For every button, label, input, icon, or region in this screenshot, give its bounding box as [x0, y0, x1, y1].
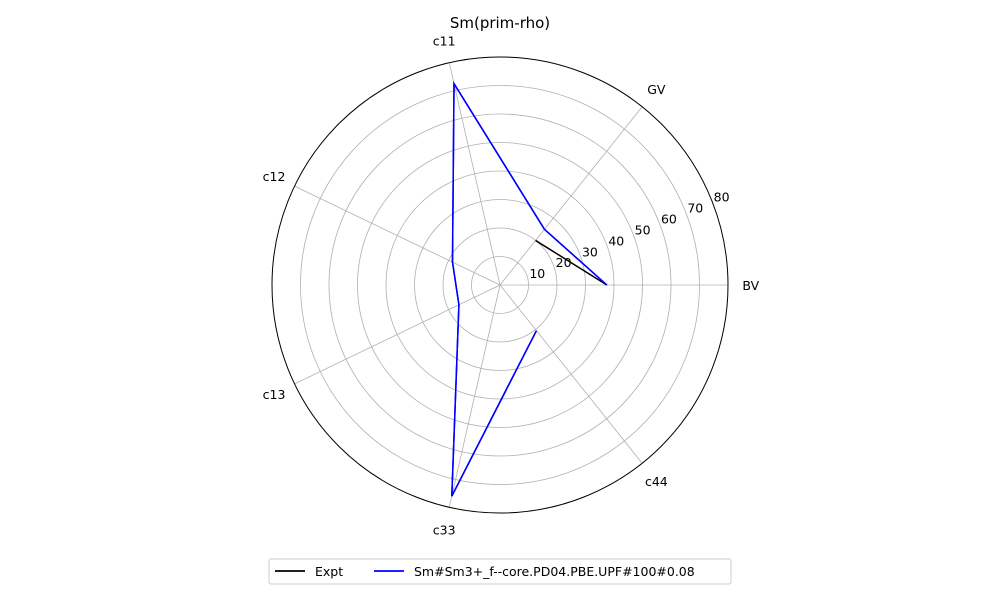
axis-label-c44: c44 — [645, 474, 668, 489]
spoke-c12 — [294, 185, 501, 286]
series-line-model — [451, 80, 608, 497]
tick-layer: 10 20 30 40 50 60 70 80 — [529, 190, 729, 281]
r-tick-10: 10 — [529, 266, 545, 281]
legend-label-1: Sm#Sm3+_f--core.PD04.PBE.UPF#100#0.08 — [414, 564, 695, 579]
spoke-c44 — [499, 284, 643, 464]
chart-title: Sm(prim-rho) — [450, 14, 550, 32]
r-tick-70: 70 — [687, 201, 703, 216]
spoke-c33 — [448, 284, 501, 508]
r-tick-80: 80 — [714, 190, 730, 205]
series-line-expt — [535, 239, 608, 286]
legend-label-0: Expt — [315, 564, 343, 579]
axis-label-c33: c33 — [433, 523, 456, 538]
spoke-c13 — [294, 284, 501, 385]
grid-layer — [271, 56, 729, 514]
r-tick-50: 50 — [635, 222, 651, 237]
spoke-c11 — [448, 62, 501, 286]
legend: Expt Sm#Sm3+_f--core.PD04.PBE.UPF#100#0.0… — [268, 558, 732, 585]
r-tick-20: 20 — [556, 255, 572, 270]
axis-label-BV: BV — [742, 278, 759, 293]
axis-label-c13: c13 — [263, 387, 286, 402]
r-tick-40: 40 — [608, 233, 624, 248]
r-tick-60: 60 — [661, 212, 677, 227]
axis-label-c12: c12 — [263, 169, 286, 184]
legend-box — [268, 558, 732, 585]
outer-frame — [271, 56, 729, 514]
r-tick-30: 30 — [582, 244, 598, 259]
spoke-GV — [499, 106, 643, 286]
axis-label-GV: GV — [647, 82, 666, 97]
axis-label-layer: BV GV c11 c12 c13 c33 c44 — [263, 33, 760, 537]
series-layer — [451, 80, 608, 497]
axis-label-c11: c11 — [433, 33, 456, 48]
